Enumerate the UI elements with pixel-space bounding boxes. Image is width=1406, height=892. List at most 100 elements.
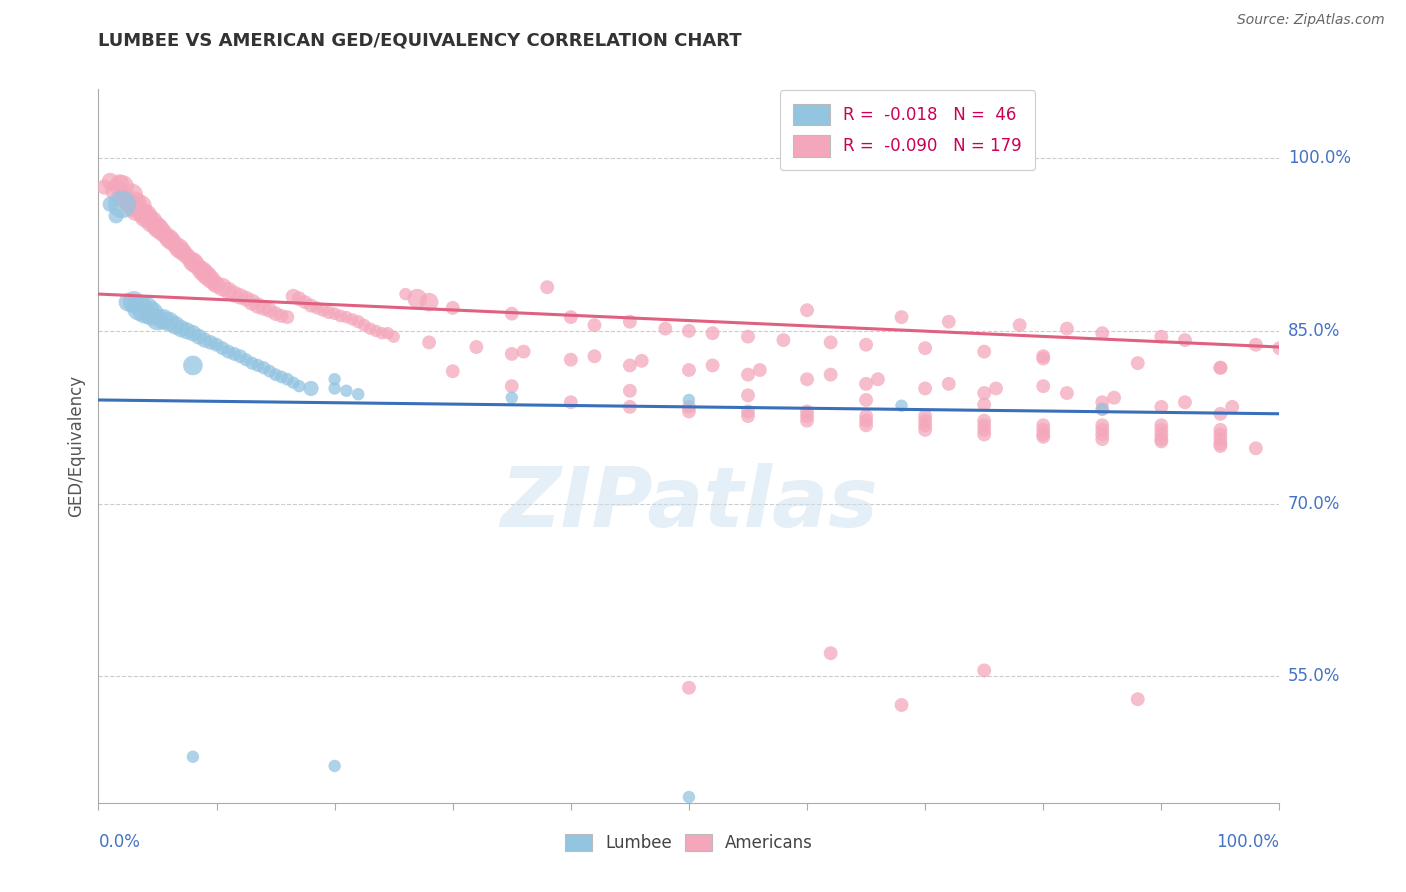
Point bbox=[202, 276, 225, 290]
Point bbox=[205, 337, 228, 351]
Point bbox=[229, 349, 252, 363]
Point bbox=[914, 418, 936, 433]
Point bbox=[149, 222, 172, 236]
Point bbox=[172, 245, 194, 260]
Point bbox=[678, 392, 700, 407]
Point bbox=[253, 360, 276, 375]
Point bbox=[156, 229, 179, 244]
Point bbox=[973, 664, 995, 678]
Point bbox=[394, 287, 416, 301]
Text: 85.0%: 85.0% bbox=[1288, 322, 1340, 340]
Point bbox=[1091, 402, 1114, 417]
Point bbox=[167, 241, 190, 255]
Point bbox=[200, 335, 222, 350]
Point bbox=[1032, 427, 1054, 442]
Point bbox=[181, 255, 204, 269]
Point bbox=[211, 280, 233, 294]
Point bbox=[973, 398, 995, 412]
Point bbox=[146, 220, 169, 235]
Point bbox=[890, 310, 912, 324]
Text: 100.0%: 100.0% bbox=[1288, 149, 1351, 168]
Point bbox=[914, 409, 936, 423]
Point bbox=[259, 364, 281, 378]
Y-axis label: GED/Equivalency: GED/Equivalency bbox=[67, 375, 86, 517]
Point bbox=[938, 315, 960, 329]
Point bbox=[180, 252, 202, 267]
Point bbox=[890, 399, 912, 413]
Point bbox=[217, 284, 239, 298]
Point bbox=[866, 372, 889, 386]
Point bbox=[283, 289, 305, 303]
Point bbox=[938, 376, 960, 391]
Point bbox=[619, 384, 641, 398]
Point bbox=[560, 310, 582, 324]
Point bbox=[855, 392, 877, 407]
Text: 70.0%: 70.0% bbox=[1288, 494, 1340, 513]
Point bbox=[121, 188, 143, 202]
Point bbox=[1209, 360, 1232, 375]
Point bbox=[1032, 423, 1054, 437]
Point bbox=[1150, 432, 1173, 446]
Point bbox=[1056, 321, 1078, 335]
Point bbox=[796, 303, 818, 318]
Point bbox=[1150, 423, 1173, 437]
Point bbox=[359, 321, 381, 335]
Point bbox=[796, 409, 818, 423]
Point bbox=[1174, 395, 1197, 409]
Legend: Lumbee, Americans: Lumbee, Americans bbox=[558, 827, 820, 859]
Point bbox=[342, 312, 364, 326]
Point bbox=[772, 333, 794, 347]
Point bbox=[382, 329, 405, 343]
Point bbox=[1032, 430, 1054, 444]
Point bbox=[820, 646, 842, 660]
Point bbox=[1244, 337, 1267, 351]
Point bbox=[820, 335, 842, 350]
Point bbox=[737, 329, 759, 343]
Point bbox=[1091, 427, 1114, 442]
Point bbox=[170, 244, 193, 258]
Point bbox=[820, 368, 842, 382]
Point bbox=[294, 295, 316, 310]
Point bbox=[117, 295, 139, 310]
Point bbox=[176, 249, 198, 263]
Point bbox=[855, 414, 877, 428]
Point bbox=[117, 194, 139, 209]
Point bbox=[224, 287, 246, 301]
Point bbox=[1032, 379, 1054, 393]
Point bbox=[1091, 423, 1114, 437]
Point bbox=[141, 307, 163, 321]
Point bbox=[1209, 360, 1232, 375]
Point bbox=[1102, 391, 1125, 405]
Point bbox=[112, 192, 135, 206]
Point bbox=[1209, 432, 1232, 446]
Point bbox=[125, 202, 148, 217]
Text: 100.0%: 100.0% bbox=[1216, 833, 1279, 851]
Point bbox=[890, 698, 912, 712]
Point bbox=[914, 381, 936, 395]
Point bbox=[678, 363, 700, 377]
Point bbox=[135, 303, 157, 318]
Point bbox=[270, 309, 292, 323]
Point bbox=[305, 301, 328, 315]
Point bbox=[371, 326, 394, 341]
Point bbox=[1150, 400, 1173, 414]
Point bbox=[288, 379, 311, 393]
Point bbox=[152, 226, 174, 240]
Text: ZIPatlas: ZIPatlas bbox=[501, 463, 877, 543]
Point bbox=[217, 344, 239, 359]
Point bbox=[1150, 434, 1173, 449]
Point bbox=[1008, 318, 1031, 333]
Point bbox=[235, 352, 257, 367]
Point bbox=[240, 295, 263, 310]
Point bbox=[678, 324, 700, 338]
Point bbox=[737, 368, 759, 382]
Point bbox=[181, 749, 204, 764]
Point bbox=[329, 309, 352, 323]
Point bbox=[240, 356, 263, 370]
Point bbox=[560, 395, 582, 409]
Point bbox=[195, 268, 218, 283]
Point bbox=[702, 326, 724, 341]
Point bbox=[347, 315, 370, 329]
Point bbox=[288, 292, 311, 306]
Point bbox=[128, 200, 150, 214]
